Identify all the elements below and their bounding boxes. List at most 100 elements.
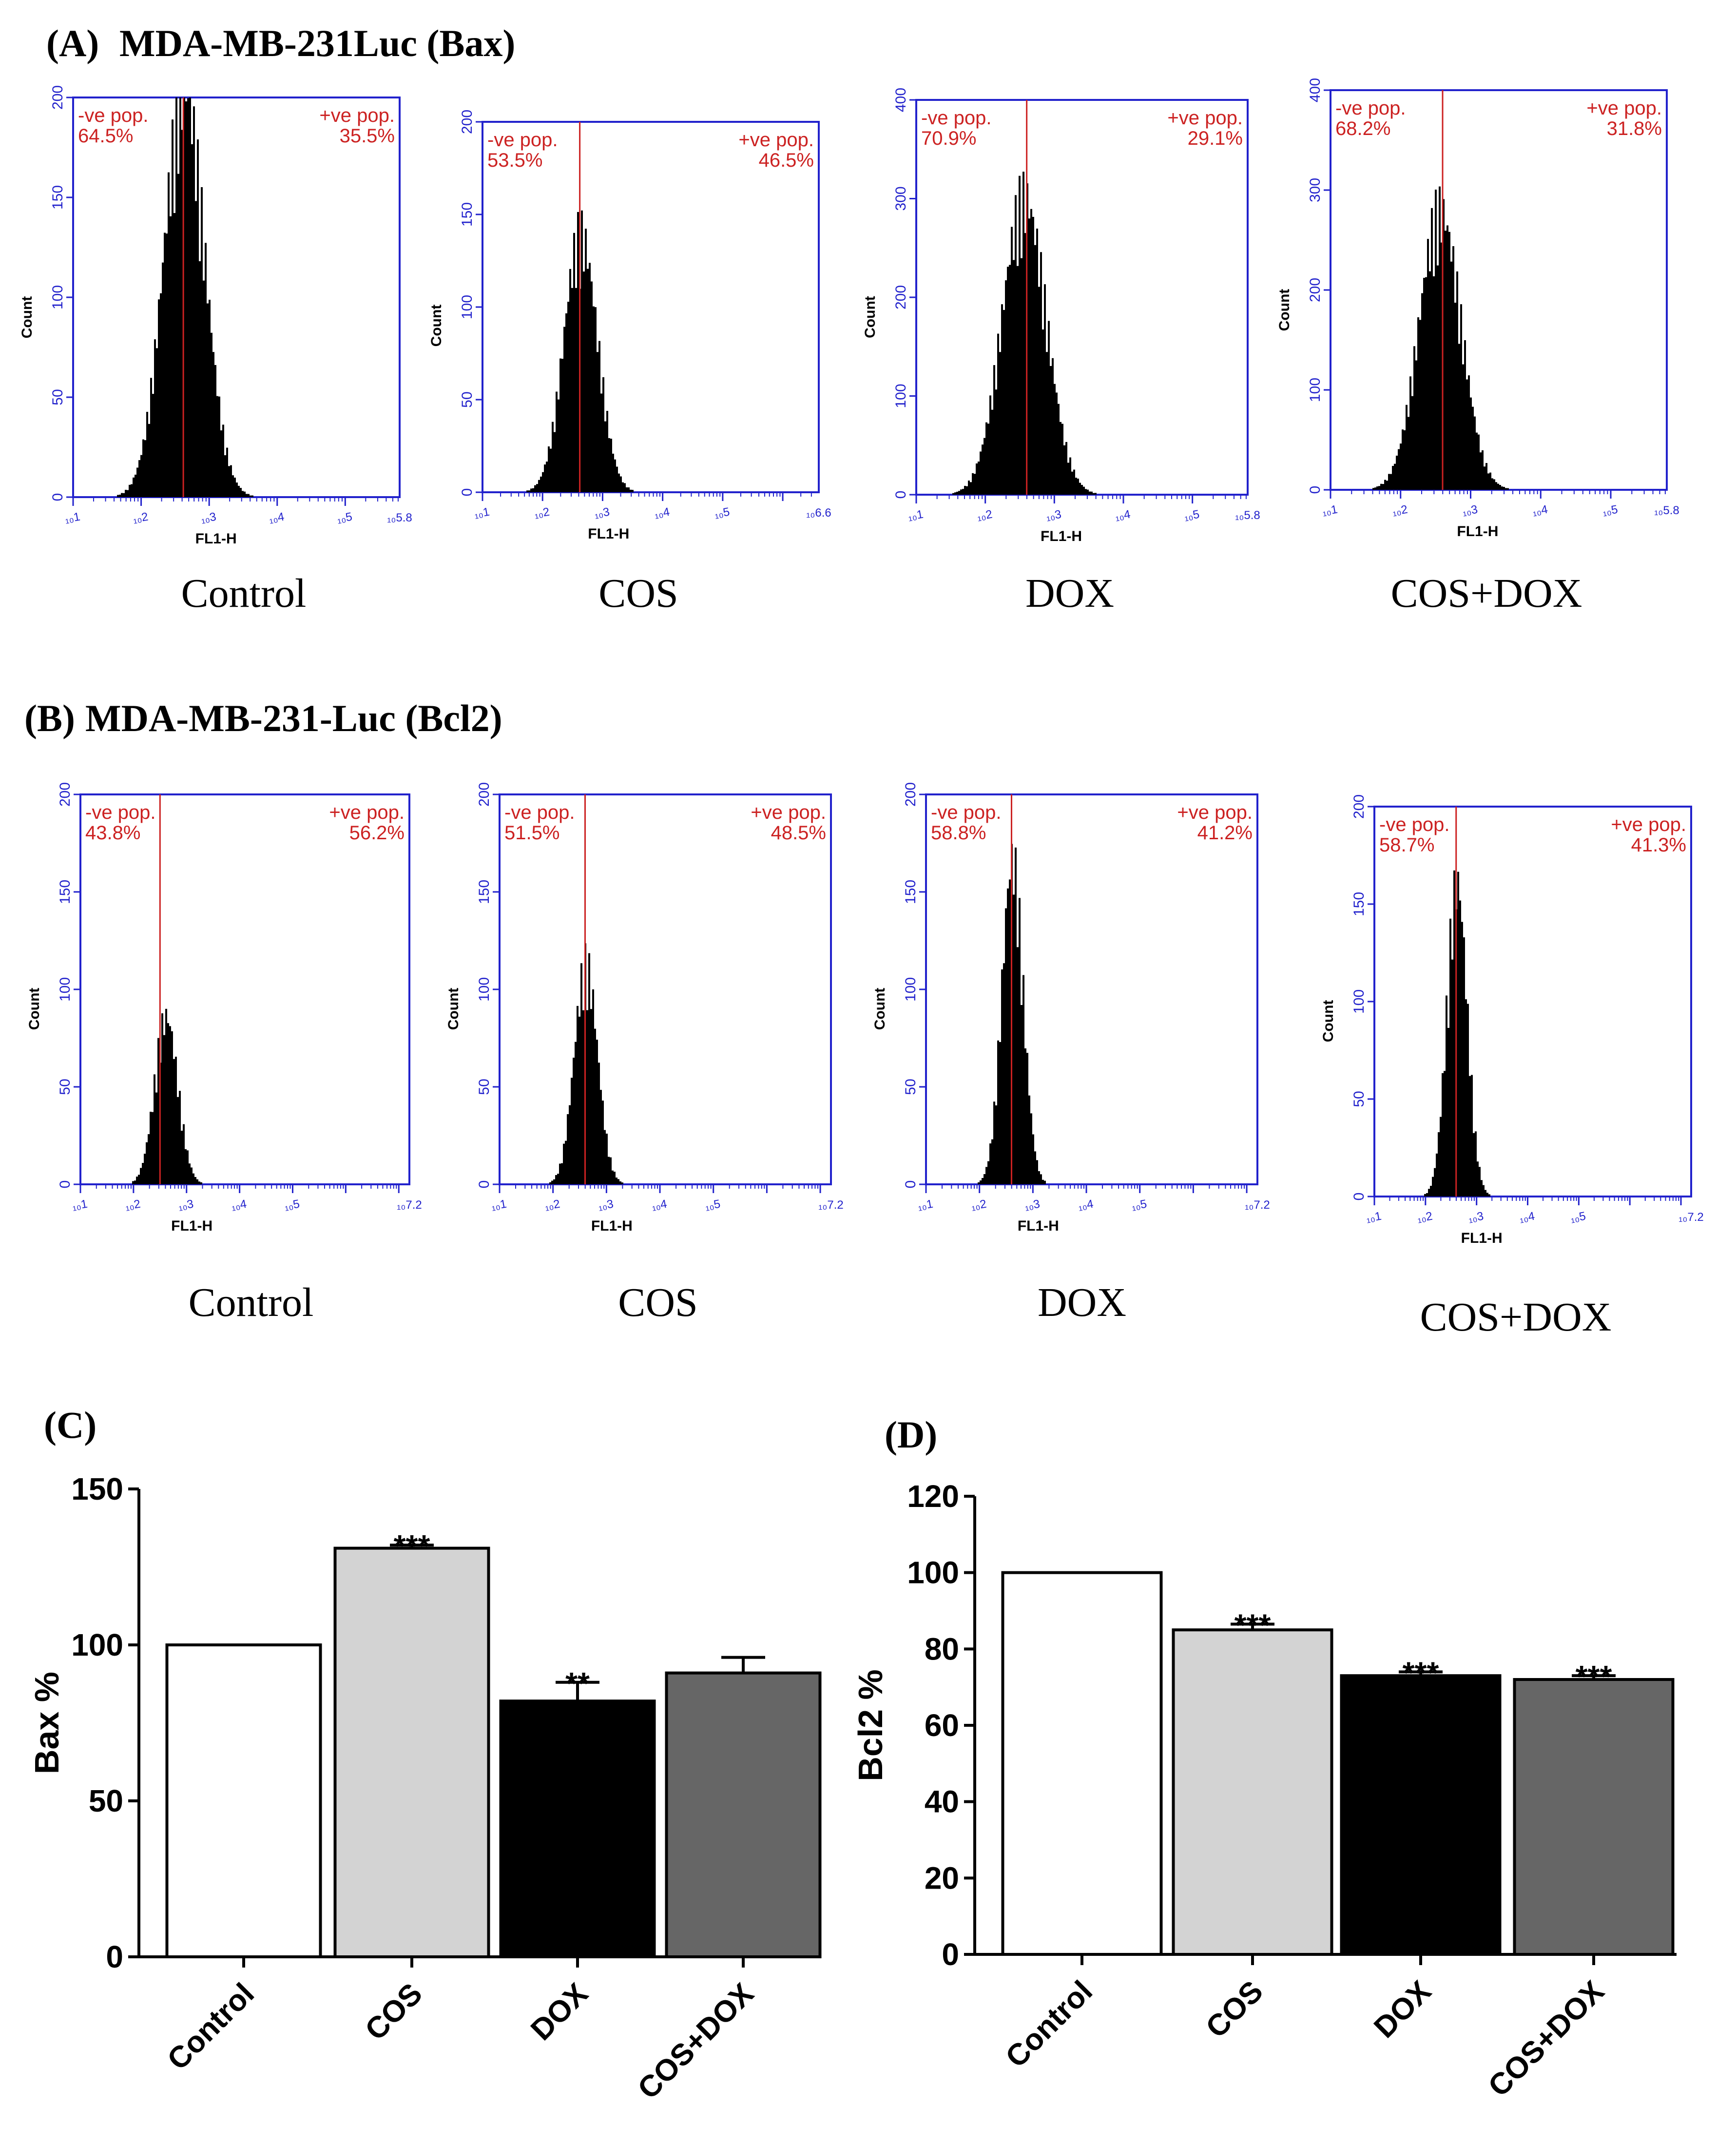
histogram-bin: [632, 490, 634, 492]
histogram-bin: [179, 97, 181, 497]
histogram-bin: [999, 352, 1001, 495]
x-axis-label: FL1-H: [171, 1218, 212, 1234]
histogram-bin: [982, 1178, 984, 1184]
histogram-bin: [1427, 239, 1429, 490]
histogram-bin: [185, 1149, 187, 1184]
histogram-bin: [536, 484, 538, 492]
y-tick-label: 0: [50, 493, 66, 502]
histogram-bin: [984, 1174, 985, 1184]
y-tick-label: 400: [893, 88, 909, 112]
histogram-bars: [952, 172, 1097, 495]
y-axis-label: Count: [19, 296, 35, 339]
histogram-bin: [585, 229, 587, 492]
histogram-bin: [571, 1078, 573, 1184]
y-tick-label: 50: [459, 391, 475, 407]
neg-pop-percent: 58.7%: [1379, 834, 1434, 856]
condition-caption: Control: [181, 571, 307, 616]
pos-pop-label: +ve pop.: [738, 129, 814, 151]
histogram-bin: [591, 281, 593, 492]
histogram-bin: [240, 488, 242, 497]
histogram-bin: [1437, 265, 1439, 490]
y-tick-label: 200: [50, 85, 66, 110]
histogram-bin: [1443, 199, 1445, 490]
histogram-bin: [132, 1181, 134, 1184]
histogram-bin: [563, 1143, 565, 1184]
histogram-bin: [606, 411, 608, 492]
histogram-bin: [1475, 1131, 1477, 1197]
x-tick-label: ₁₀2: [970, 1197, 988, 1213]
histogram-bin: [1032, 216, 1034, 495]
histogram-bin: [1073, 469, 1075, 495]
histogram-bin: [577, 212, 579, 492]
histogram-bin: [1394, 463, 1396, 490]
histogram-bin: [211, 332, 212, 497]
x-tick-label: ₁₀5: [1131, 1197, 1148, 1213]
histogram-bin: [1503, 486, 1505, 490]
x-axis-label: FL1-H: [1018, 1218, 1059, 1234]
neg-pop-label: -ve pop.: [931, 802, 1002, 823]
histogram-bin: [1398, 449, 1400, 490]
y-tick-label: 400: [1307, 78, 1323, 102]
neg-pop-percent: 43.8%: [85, 822, 140, 844]
y-axis-label: Count: [445, 988, 462, 1030]
neg-pop-percent: 64.5%: [78, 125, 133, 147]
histogram-bin: [626, 487, 628, 492]
histogram-bin: [1019, 175, 1021, 495]
histogram-bin: [138, 460, 140, 497]
histogram-bin: [1390, 474, 1392, 490]
histogram-bin: [181, 1130, 183, 1184]
significance-marker: ***: [394, 1528, 430, 1564]
histogram-bin: [600, 393, 602, 492]
histogram-bin: [546, 462, 548, 492]
histogram-bin: [140, 455, 142, 497]
histogram-bin: [1034, 245, 1036, 495]
panel-b-label: (B): [24, 697, 75, 739]
histogram-bin: [1485, 463, 1487, 490]
histogram-bin: [548, 446, 550, 492]
histogram-bin: [612, 453, 614, 492]
neg-pop-percent: 58.8%: [931, 822, 986, 844]
histogram-bin: [1001, 304, 1003, 495]
histogram-bin: [619, 1181, 621, 1184]
histogram-bin: [1476, 432, 1478, 490]
histogram-bin: [189, 1163, 191, 1184]
histogram-bin: [972, 473, 974, 495]
histogram-bin: [1003, 963, 1005, 1184]
significance-marker: ***: [1576, 1659, 1612, 1694]
histogram-bin: [1081, 484, 1083, 495]
bar: [165, 1643, 322, 1958]
y-tick-label: 100: [57, 977, 73, 1002]
bar: [1340, 1674, 1502, 1956]
panel-d-label: (D): [885, 1413, 937, 1456]
pos-pop-percent: 29.1%: [1188, 128, 1243, 149]
histogram-bin: [162, 262, 164, 497]
x-end-label: ₁₀7.2: [1678, 1211, 1703, 1224]
histogram-bin: [583, 271, 585, 492]
histogram-bin: [123, 493, 125, 497]
x-tick-label: ₁₀1: [1365, 1210, 1383, 1225]
y-axis-label: Count: [1276, 289, 1292, 331]
x-tick-label: ₁₀1: [64, 510, 81, 526]
bar: [1001, 1571, 1163, 1956]
x-tick-label: ₁₀3: [593, 505, 611, 521]
x-end-label: ₁₀5.8: [1235, 509, 1260, 522]
histogram-bin: [1440, 1117, 1442, 1197]
histogram-bin: [964, 485, 966, 495]
histogram-bin: [157, 1038, 159, 1184]
histogram-bin: [251, 495, 253, 497]
x-tick-label: ₁₀2: [132, 510, 149, 526]
histogram-bin: [218, 396, 220, 497]
histogram-bin: [1042, 329, 1044, 495]
histogram-bin: [175, 97, 177, 497]
histogram-bin: [1468, 375, 1470, 490]
histogram-bin: [1013, 260, 1015, 495]
histogram-bin: [167, 1023, 169, 1184]
y-tick-label: 80: [925, 1631, 959, 1666]
y-tick-label: 20: [925, 1860, 959, 1895]
x-tick-label: ₁₀4: [651, 1197, 668, 1213]
x-tick-label: ₁₀4: [1114, 508, 1132, 523]
condition-caption: Control: [189, 1280, 314, 1325]
x-axis-label: FL1-H: [195, 531, 237, 547]
pos-pop-label: +ve pop.: [1167, 107, 1243, 129]
y-axis-label: Count: [1320, 1000, 1336, 1043]
